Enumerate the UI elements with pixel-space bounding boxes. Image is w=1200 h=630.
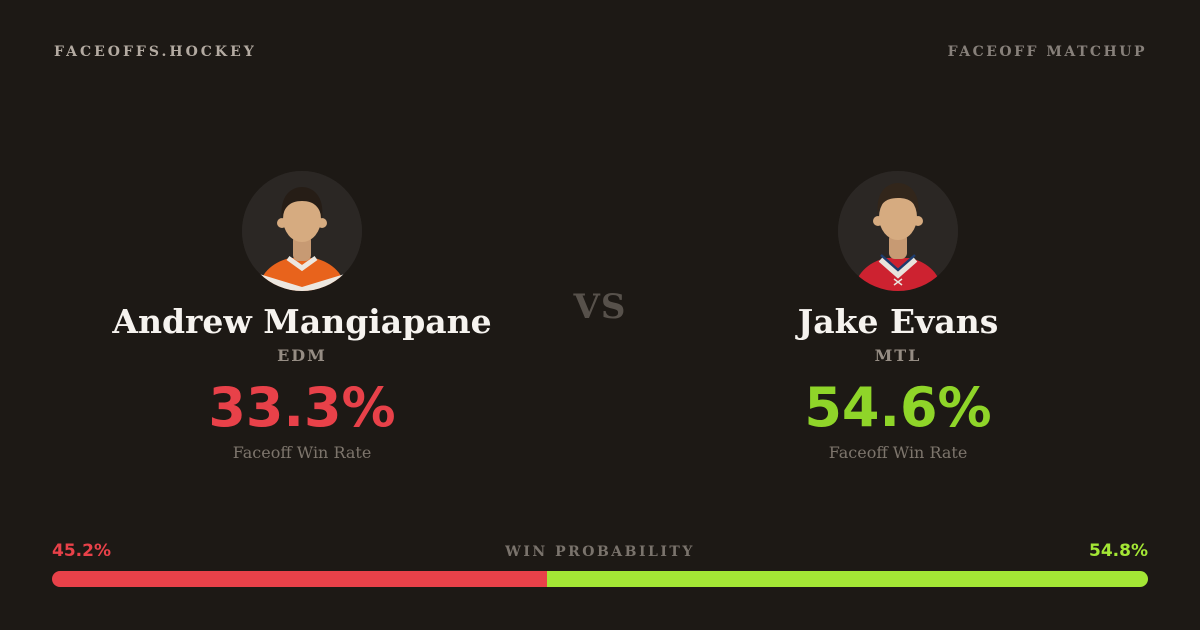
- vs-label: VS: [573, 287, 627, 327]
- player-avatar: [838, 171, 958, 291]
- player-avatar: [242, 171, 362, 291]
- player-headshot-oilers-jersey-icon: [242, 171, 362, 291]
- player-headshot-canadiens-jersey-icon: [838, 171, 958, 291]
- brand-logo-text: FACEOFFS.HOCKEY: [54, 44, 257, 60]
- faceoff-win-rate-value: 33.3%: [208, 375, 396, 439]
- win-probability-right-value: 54.8%: [1089, 541, 1148, 561]
- faceoff-win-rate-label: Faceoff Win Rate: [232, 442, 372, 462]
- player-team: EDM: [277, 345, 327, 365]
- win-probability-left-segment: [52, 571, 548, 587]
- player-team: MTL: [874, 345, 922, 365]
- player-card-left: Andrew Mangiapane EDM 33.3% Faceoff Win …: [52, 171, 552, 462]
- win-probability-title: WIN PROBABILITY: [505, 544, 695, 560]
- player-card-right: Jake Evans MTL 54.6% Faceoff Win Rate: [648, 171, 1148, 462]
- faceoff-win-rate-label: Faceoff Win Rate: [828, 442, 968, 462]
- page-label: FACEOFF MATCHUP: [947, 44, 1147, 60]
- win-probability-left-value: 45.2%: [52, 541, 111, 561]
- player-name: Jake Evans: [797, 302, 999, 341]
- win-probability-section: 45.2% WIN PROBABILITY 54.8%: [52, 541, 1148, 587]
- player-name: Andrew Mangiapane: [112, 302, 492, 341]
- faceoff-win-rate-value: 54.6%: [804, 375, 992, 439]
- win-probability-bar: [52, 571, 1148, 587]
- header: FACEOFFS.HOCKEY FACEOFF MATCHUP: [54, 44, 1147, 60]
- win-probability-right-segment: [547, 571, 1148, 587]
- win-probability-labels: 45.2% WIN PROBABILITY 54.8%: [52, 541, 1148, 564]
